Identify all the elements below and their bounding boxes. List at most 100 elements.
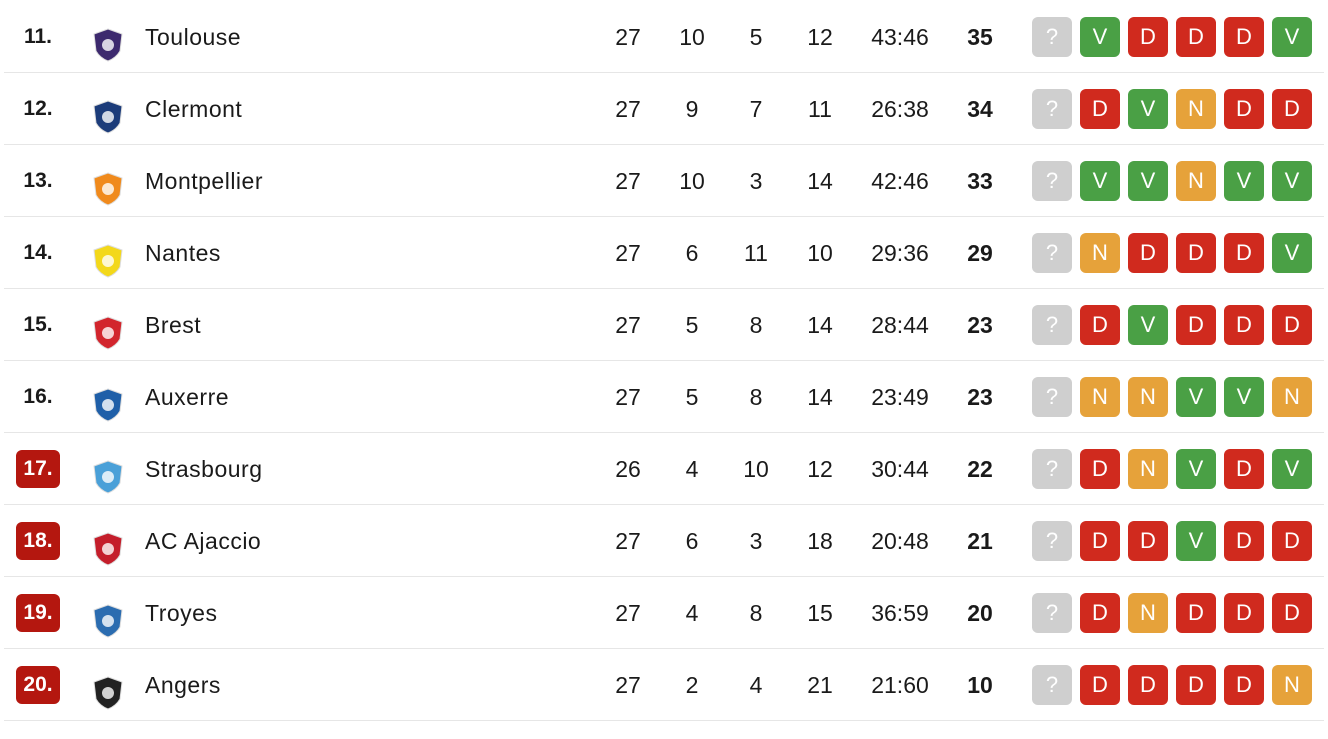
upcoming-match: ? bbox=[1032, 521, 1072, 561]
rank: 13. bbox=[23, 169, 53, 192]
team-name: Auxerre bbox=[145, 384, 230, 410]
upcoming-match: ? bbox=[1032, 593, 1072, 633]
form-result: D bbox=[1272, 305, 1312, 345]
losses: 12 bbox=[807, 456, 833, 482]
team-name: Nantes bbox=[145, 240, 221, 266]
form-result: D bbox=[1080, 665, 1120, 705]
draws: 3 bbox=[749, 168, 763, 194]
wins: 6 bbox=[685, 240, 699, 266]
rank: 19. bbox=[16, 594, 60, 632]
draws: 7 bbox=[749, 96, 763, 122]
rank: 14. bbox=[23, 241, 53, 264]
form-result: D bbox=[1128, 521, 1168, 561]
losses: 21 bbox=[807, 672, 833, 698]
form-result: D bbox=[1272, 89, 1312, 129]
wins: 6 bbox=[685, 528, 699, 554]
goals: 29:36 bbox=[871, 240, 929, 266]
table-row: 11. Toulouse 27 10 5 12 43:46 35? V D D D V bbox=[4, 1, 1324, 73]
standings-table: 11. Toulouse 27 10 5 12 43:46 35? V D D D V 12. Clermo… bbox=[4, 1, 1324, 721]
form-result: V bbox=[1272, 449, 1312, 489]
rank: 17. bbox=[16, 450, 60, 488]
points: 20 bbox=[967, 600, 993, 626]
points: 21 bbox=[967, 528, 993, 554]
points: 22 bbox=[967, 456, 993, 482]
upcoming-match: ? bbox=[1032, 161, 1072, 201]
team-logo bbox=[90, 307, 126, 350]
form-result: D bbox=[1224, 17, 1264, 57]
table-row: 12. Clermont 27 9 7 11 26:38 34? D V N D D bbox=[4, 73, 1324, 145]
form-result: D bbox=[1224, 593, 1264, 633]
table-row: 14. Nantes 27 6 11 10 29:36 29? N D D D V bbox=[4, 217, 1324, 289]
table-row: 16. Auxerre 27 5 8 14 23:49 23? N N V V N bbox=[4, 361, 1324, 433]
upcoming-match: ? bbox=[1032, 89, 1072, 129]
logo-icon bbox=[93, 460, 123, 494]
logo-icon bbox=[93, 676, 123, 710]
goals: 36:59 bbox=[871, 600, 929, 626]
goals: 23:49 bbox=[871, 384, 929, 410]
form-result: D bbox=[1176, 593, 1216, 633]
form-result: D bbox=[1128, 17, 1168, 57]
team-logo bbox=[90, 379, 126, 422]
upcoming-match: ? bbox=[1032, 377, 1072, 417]
played: 27 bbox=[615, 96, 641, 122]
team-logo bbox=[90, 19, 126, 62]
form-result: D bbox=[1080, 305, 1120, 345]
form-result: V bbox=[1176, 521, 1216, 561]
team-logo bbox=[90, 595, 126, 638]
goals: 42:46 bbox=[871, 168, 929, 194]
logo-icon bbox=[93, 172, 123, 206]
goals: 28:44 bbox=[871, 312, 929, 338]
form-result: D bbox=[1080, 449, 1120, 489]
team-logo bbox=[90, 451, 126, 494]
upcoming-match: ? bbox=[1032, 665, 1072, 705]
table-row: 13. Montpellier 27 10 3 14 42:46 33? V V N V V bbox=[4, 145, 1324, 217]
form-result: V bbox=[1128, 89, 1168, 129]
losses: 12 bbox=[807, 24, 833, 50]
form-result: V bbox=[1272, 161, 1312, 201]
losses: 14 bbox=[807, 384, 833, 410]
rank: 15. bbox=[23, 313, 53, 336]
table-row: 15. Brest 27 5 8 14 28:44 23? D V D D D bbox=[4, 289, 1324, 361]
form-result: D bbox=[1272, 593, 1312, 633]
draws: 5 bbox=[749, 24, 763, 50]
wins: 9 bbox=[685, 96, 699, 122]
points: 23 bbox=[967, 384, 993, 410]
form-result: V bbox=[1176, 377, 1216, 417]
rank: 16. bbox=[23, 385, 53, 408]
table-row: 18. AC Ajaccio 27 6 3 18 20:48 21? D D V D D bbox=[4, 505, 1324, 577]
form-result: D bbox=[1080, 521, 1120, 561]
form-result: D bbox=[1176, 305, 1216, 345]
draws: 8 bbox=[749, 600, 763, 626]
losses: 14 bbox=[807, 168, 833, 194]
table-row: 17. Strasbourg 26 4 10 12 30:44 22? D N V D V bbox=[4, 433, 1324, 505]
form-result: V bbox=[1176, 449, 1216, 489]
played: 27 bbox=[615, 672, 641, 698]
played: 27 bbox=[615, 312, 641, 338]
played: 27 bbox=[615, 600, 641, 626]
form-result: D bbox=[1128, 233, 1168, 273]
team-logo bbox=[90, 163, 126, 206]
form-result: D bbox=[1224, 521, 1264, 561]
upcoming-match: ? bbox=[1032, 449, 1072, 489]
goals: 21:60 bbox=[871, 672, 929, 698]
page: {"table": { "form_colors": {"?": "#cfcfc… bbox=[4, 1, 1324, 721]
draws: 4 bbox=[749, 672, 763, 698]
form-result: D bbox=[1224, 233, 1264, 273]
logo-icon bbox=[93, 100, 123, 134]
form-result: D bbox=[1176, 665, 1216, 705]
form-result: N bbox=[1176, 89, 1216, 129]
form-result: D bbox=[1176, 233, 1216, 273]
goals: 43:46 bbox=[871, 24, 929, 50]
points: 33 bbox=[967, 168, 993, 194]
form-result: V bbox=[1224, 377, 1264, 417]
form-result: D bbox=[1224, 89, 1264, 129]
draws: 10 bbox=[743, 456, 769, 482]
form-result: D bbox=[1224, 665, 1264, 705]
form-result: D bbox=[1176, 17, 1216, 57]
form-result: V bbox=[1272, 233, 1312, 273]
form-result: V bbox=[1128, 161, 1168, 201]
draws: 3 bbox=[749, 528, 763, 554]
table-row: 20. Angers 27 2 4 21 21:60 10? D D D D N bbox=[4, 649, 1324, 721]
played: 27 bbox=[615, 24, 641, 50]
played: 27 bbox=[615, 240, 641, 266]
